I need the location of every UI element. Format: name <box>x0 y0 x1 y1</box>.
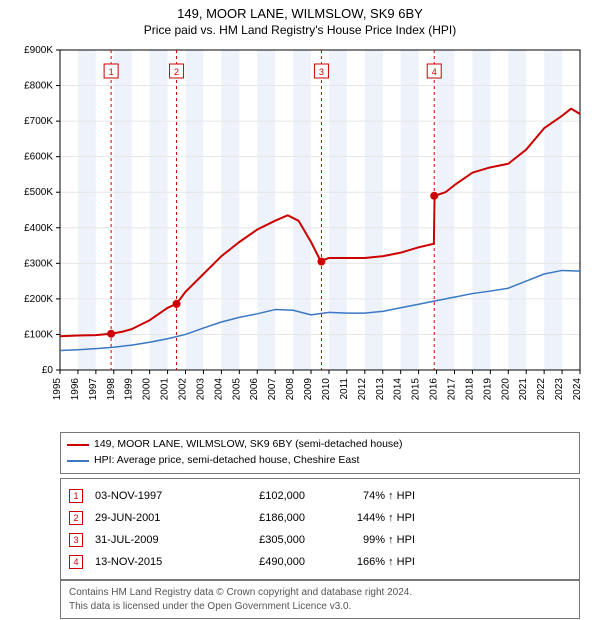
svg-text:4: 4 <box>432 67 437 77</box>
svg-text:2008: 2008 <box>285 378 296 401</box>
svg-text:2013: 2013 <box>375 378 386 401</box>
event-row: 4 13-NOV-2015£490,000166% ↑ HPI <box>69 551 571 573</box>
svg-text:1999: 1999 <box>124 378 135 401</box>
svg-text:2005: 2005 <box>231 378 242 401</box>
event-pct: 144% ↑ HPI <box>305 512 415 524</box>
event-date: 31-JUL-2009 <box>95 534 205 546</box>
svg-text:2024: 2024 <box>572 378 583 401</box>
svg-text:2007: 2007 <box>267 378 278 401</box>
svg-text:£500K: £500K <box>24 187 53 198</box>
svg-text:2019: 2019 <box>482 378 493 401</box>
svg-text:2010: 2010 <box>321 378 332 401</box>
svg-text:1: 1 <box>109 67 114 77</box>
svg-text:£900K: £900K <box>24 45 53 56</box>
event-row: 2 29-JUN-2001£186,000144% ↑ HPI <box>69 507 571 529</box>
svg-text:2004: 2004 <box>213 378 224 401</box>
svg-text:£200K: £200K <box>24 294 53 305</box>
svg-text:£700K: £700K <box>24 116 53 127</box>
event-row: 1 03-NOV-1997£102,00074% ↑ HPI <box>69 485 571 507</box>
event-date: 13-NOV-2015 <box>95 556 205 568</box>
event-marker-icon: 4 <box>69 555 83 569</box>
svg-text:2022: 2022 <box>536 378 547 401</box>
legend-swatch <box>67 444 89 446</box>
event-date: 03-NOV-1997 <box>95 490 205 502</box>
svg-text:£800K: £800K <box>24 81 53 92</box>
svg-text:1996: 1996 <box>70 378 81 401</box>
svg-text:2023: 2023 <box>554 378 565 401</box>
svg-text:2: 2 <box>174 67 179 77</box>
event-date: 29-JUN-2001 <box>95 512 205 524</box>
svg-text:2012: 2012 <box>357 378 368 401</box>
svg-text:3: 3 <box>319 67 324 77</box>
svg-text:2016: 2016 <box>429 378 440 401</box>
svg-text:£400K: £400K <box>24 223 53 234</box>
svg-text:1997: 1997 <box>88 378 99 401</box>
footer-line-2: This data is licensed under the Open Gov… <box>69 600 571 614</box>
event-pct: 74% ↑ HPI <box>305 490 415 502</box>
event-row: 3 31-JUL-2009£305,00099% ↑ HPI <box>69 529 571 551</box>
footer-attribution: Contains HM Land Registry data © Crown c… <box>60 580 580 619</box>
svg-text:2001: 2001 <box>160 378 171 401</box>
event-marker-icon: 2 <box>69 511 83 525</box>
legend-label: 149, MOOR LANE, WILMSLOW, SK9 6BY (semi-… <box>94 437 403 453</box>
event-marker-icon: 1 <box>69 489 83 503</box>
svg-text:2009: 2009 <box>303 378 314 401</box>
svg-text:£300K: £300K <box>24 258 53 269</box>
svg-text:2003: 2003 <box>195 378 206 401</box>
event-pct: 99% ↑ HPI <box>305 534 415 546</box>
svg-text:2014: 2014 <box>393 378 404 401</box>
svg-text:1995: 1995 <box>52 378 63 401</box>
legend-item: 149, MOOR LANE, WILMSLOW, SK9 6BY (semi-… <box>67 437 573 453</box>
svg-text:2011: 2011 <box>339 378 350 400</box>
svg-text:2017: 2017 <box>446 378 457 401</box>
event-price: £305,000 <box>205 534 305 546</box>
legend: 149, MOOR LANE, WILMSLOW, SK9 6BY (semi-… <box>60 432 580 474</box>
events-table: 1 03-NOV-1997£102,00074% ↑ HPI 2 29-JUN-200… <box>60 478 580 580</box>
event-price: £186,000 <box>205 512 305 524</box>
event-pct: 166% ↑ HPI <box>305 556 415 568</box>
svg-text:2002: 2002 <box>178 378 189 401</box>
svg-text:1998: 1998 <box>106 378 117 401</box>
svg-text:2020: 2020 <box>500 378 511 401</box>
svg-text:2021: 2021 <box>518 378 529 401</box>
svg-text:2006: 2006 <box>249 378 260 401</box>
legend-swatch <box>67 460 89 462</box>
svg-text:£0: £0 <box>42 365 54 376</box>
event-marker-icon: 3 <box>69 533 83 547</box>
legend-item: HPI: Average price, semi-detached house,… <box>67 453 573 469</box>
svg-text:2018: 2018 <box>464 378 475 401</box>
chart-container: 149, MOOR LANE, WILMSLOW, SK9 6BY Price … <box>0 0 600 620</box>
event-price: £102,000 <box>205 490 305 502</box>
svg-text:2000: 2000 <box>142 378 153 401</box>
legend-label: HPI: Average price, semi-detached house,… <box>94 453 359 469</box>
svg-text:£100K: £100K <box>24 329 53 340</box>
footer-line-1: Contains HM Land Registry data © Crown c… <box>69 586 571 600</box>
svg-text:£600K: £600K <box>24 152 53 163</box>
chart-plot: £0 £100K £200K £300K £400K £500K £600K £700K £80… <box>0 0 600 432</box>
svg-text:2015: 2015 <box>411 378 422 401</box>
event-price: £490,000 <box>205 556 305 568</box>
